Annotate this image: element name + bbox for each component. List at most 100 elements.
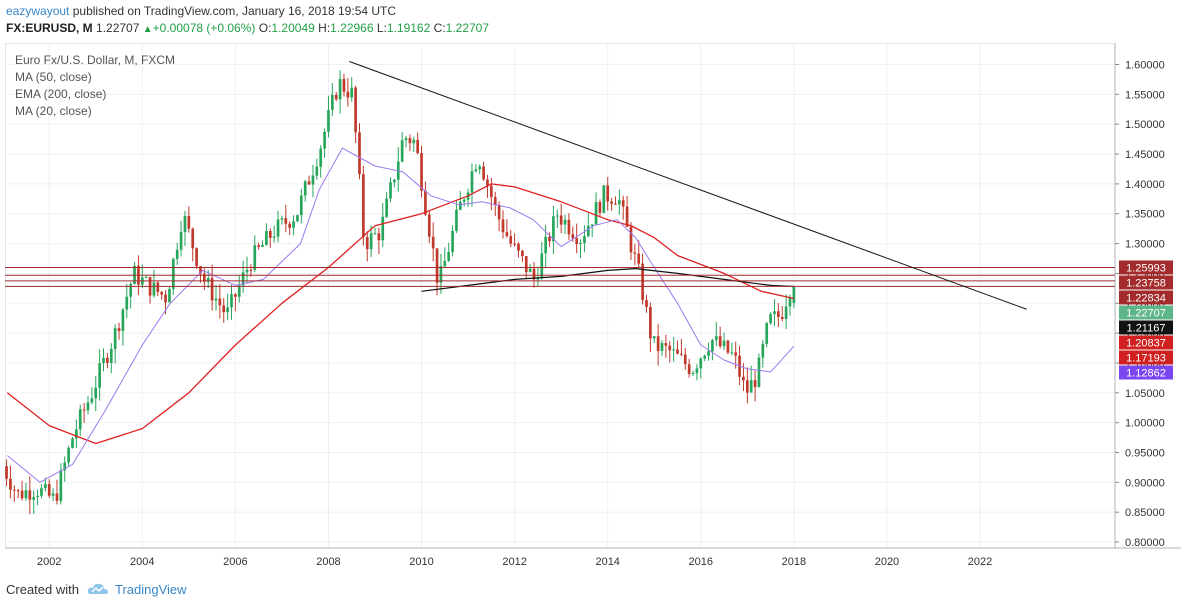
candle-body	[187, 216, 191, 229]
candle-body	[734, 352, 738, 356]
price-chart[interactable]: 1.60000 1.55000 1.50000 1.45000 1.40000 1.350…	[5, 43, 1181, 574]
x-tick-label: 2008	[316, 556, 340, 568]
candle-body	[497, 205, 501, 220]
close-label: C:	[433, 21, 446, 35]
candle-body	[579, 242, 582, 244]
legend-ma50[interactable]: MA (50, close)	[15, 70, 92, 84]
candle-body	[687, 364, 691, 374]
candle-body	[249, 269, 253, 271]
candle-body	[323, 131, 326, 149]
candle-body	[424, 190, 427, 215]
candle-body	[156, 282, 160, 292]
candle-body	[633, 252, 637, 254]
candle-body	[75, 429, 78, 439]
symbol-line: FX:EURUSD, M 1.22707 ▲+0.00078 (+0.06%) …	[6, 20, 489, 38]
candle-body	[726, 340, 730, 353]
legend-ema200[interactable]: EMA (200, close)	[15, 87, 107, 101]
candle-body	[668, 345, 672, 351]
candle-body	[416, 139, 420, 154]
candle-body	[517, 243, 520, 251]
candle-body	[268, 230, 272, 238]
candle-body	[36, 495, 39, 497]
candle-body	[761, 343, 765, 358]
candle-body	[486, 179, 489, 186]
candle-body	[5, 466, 8, 479]
x-tick-label: 2006	[223, 556, 247, 568]
price-label-box	[1119, 335, 1173, 350]
candle-body	[342, 79, 346, 92]
open-label: O:	[258, 21, 272, 35]
price-label-text: 1.22707	[1126, 307, 1166, 319]
candle-body	[524, 256, 528, 272]
ema200-line	[6, 183, 795, 445]
candle-body	[16, 490, 20, 492]
publish-line: eazywayout published on TradingView.com,…	[6, 3, 489, 20]
candle-body	[404, 138, 408, 141]
candle-body	[385, 198, 388, 217]
x-tick-label: 2010	[409, 556, 433, 568]
candle-body	[261, 244, 264, 247]
price-change: +0.00078 (+0.06%)	[152, 21, 256, 35]
candle-body	[288, 223, 292, 228]
candle-body	[346, 91, 350, 98]
high-label: H:	[318, 21, 331, 35]
chart-header: eazywayout published on TradingView.com,…	[6, 3, 489, 38]
author-link[interactable]: eazywayout	[6, 4, 70, 18]
candle-body	[637, 253, 641, 264]
candle-body	[513, 243, 516, 245]
candle-body	[427, 214, 431, 237]
candle-body	[218, 298, 222, 306]
candle-body	[745, 380, 749, 393]
candle-body	[78, 409, 82, 430]
chart-area[interactable]: 1.60000 1.55000 1.50000 1.45000 1.40000 1.350…	[5, 43, 1181, 574]
candle-body	[28, 490, 32, 500]
candle-body	[389, 182, 392, 199]
candle-body	[32, 496, 36, 500]
candle-body	[373, 233, 377, 235]
candle-body	[649, 307, 652, 339]
candle-body	[482, 166, 485, 180]
candle-body	[330, 94, 334, 110]
tradingview-link[interactable]: TradingView	[114, 581, 187, 597]
price-label-box	[1119, 260, 1173, 275]
price-label-box	[1119, 320, 1173, 335]
symbol-label: FX:EURUSD, M	[6, 21, 93, 35]
candle-body	[71, 438, 74, 448]
candle-body	[63, 462, 67, 471]
candle-body	[660, 343, 664, 351]
candle-body	[478, 166, 482, 170]
candle-body	[179, 231, 183, 250]
last-price: 1.22707	[96, 21, 140, 35]
candle-body	[594, 202, 598, 225]
candle-body	[365, 237, 369, 250]
candle-body	[272, 236, 276, 238]
candle-body	[214, 298, 218, 301]
created-with-text: Created with	[6, 581, 79, 597]
candle-body	[113, 328, 117, 350]
candle-body	[381, 216, 385, 241]
candle-body	[618, 200, 621, 205]
low-label: L:	[376, 21, 387, 35]
legend-ma20[interactable]: MA (20, close)	[15, 104, 92, 118]
candle-body	[474, 169, 478, 172]
x-tick-label: 2018	[782, 556, 806, 568]
candle-body	[203, 273, 206, 282]
legend-title: Euro Fx/U.S. Dollar, M, FXCM	[15, 53, 176, 67]
y-tick-label: 1.50000	[1125, 119, 1165, 131]
y-tick-label: 0.80000	[1125, 537, 1165, 549]
candle-body	[408, 138, 412, 144]
candle-body	[699, 358, 703, 369]
candle-body	[792, 287, 796, 303]
candle-body	[683, 354, 687, 365]
candle-body	[753, 380, 757, 387]
candle-body	[230, 294, 233, 308]
candle-body	[610, 201, 613, 204]
price-label-box	[1119, 290, 1173, 305]
candle-body	[575, 238, 579, 244]
candle-body	[210, 278, 214, 301]
candle-body	[307, 181, 311, 185]
price-label-text: 1.21167	[1127, 322, 1166, 334]
price-label-text: 1.17193	[1126, 352, 1166, 364]
low-value: 1.19162	[386, 21, 431, 35]
tradingview-cloud-icon	[87, 583, 108, 594]
